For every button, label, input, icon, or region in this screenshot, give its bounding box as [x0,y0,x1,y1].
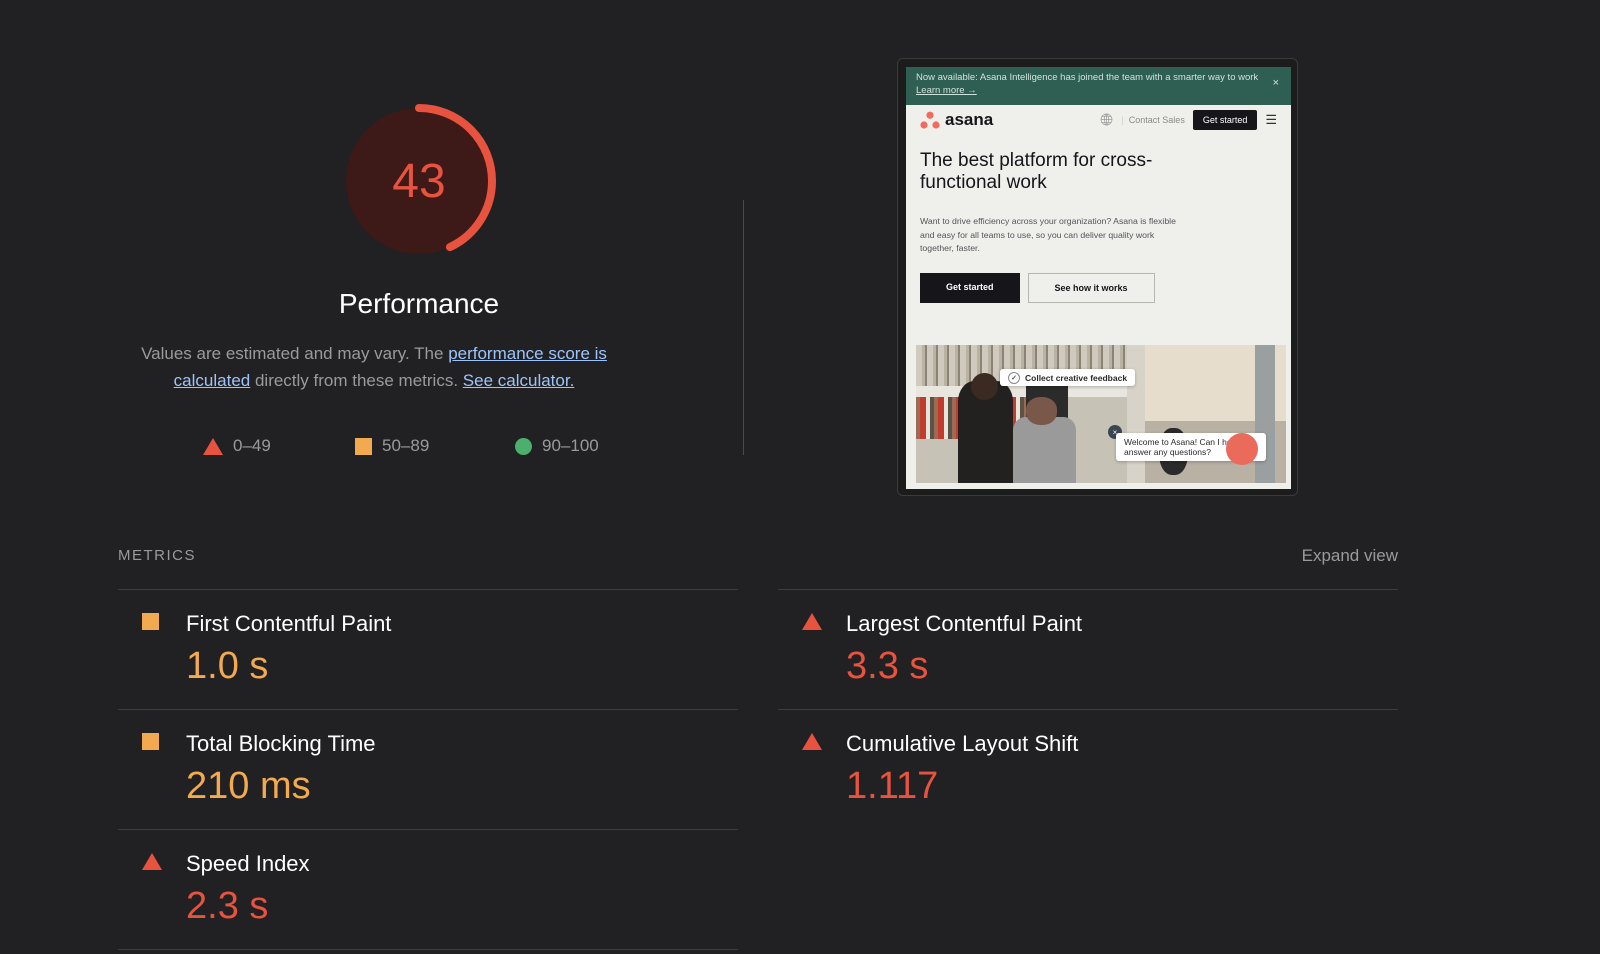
svg-text:43: 43 [392,155,445,208]
